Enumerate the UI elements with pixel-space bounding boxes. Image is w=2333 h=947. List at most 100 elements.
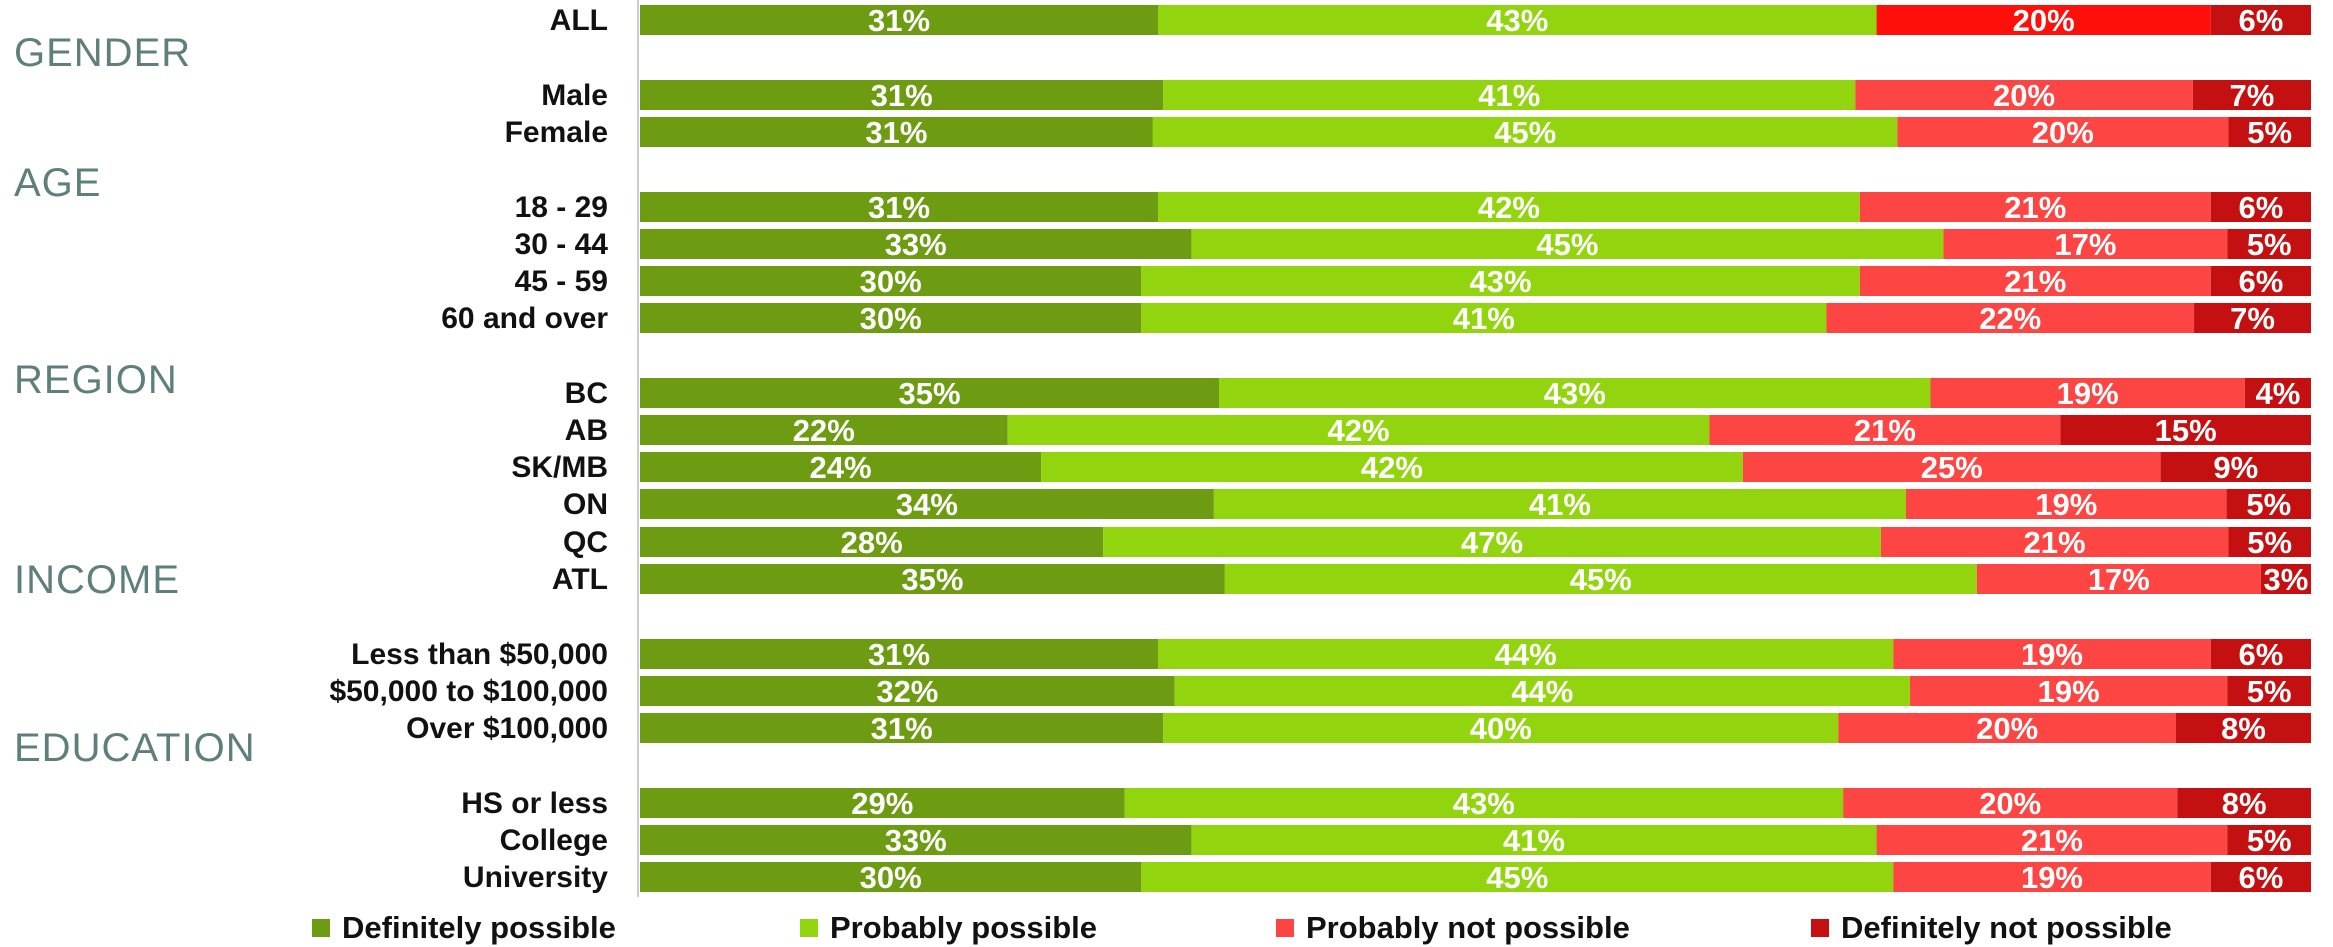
bar-segment-probably-not-possible: [1905, 489, 2227, 519]
data-label: 5%: [2247, 115, 2292, 150]
bar-row-atl: 35% 45% 17% 3%: [640, 562, 2311, 597]
bar-row-bc: 35% 43% 19% 4%: [640, 376, 2311, 411]
data-label: 43%: [1470, 264, 1532, 299]
bar-segment-definitely-not-possible: [2210, 192, 2311, 222]
data-label: 21%: [1854, 413, 1916, 448]
bar-segment-probably-not-possible: [1976, 564, 2261, 594]
bar-segment-definitely-possible: [640, 639, 1159, 669]
bar-segment-probably-not-possible: [1859, 192, 2211, 222]
data-label: 44%: [1495, 637, 1557, 672]
data-label: 8%: [2222, 786, 2267, 821]
row-label-atl: ATL: [552, 563, 608, 596]
legend: Definitely possible Probably possible Prob…: [312, 910, 2172, 945]
bar-segment-probably-possible: [1191, 229, 1944, 259]
row-label-ab: AB: [565, 414, 608, 447]
bar-segment-definitely-not-possible: [2175, 713, 2311, 743]
data-label: 42%: [1361, 450, 1423, 485]
bar-segment-probably-not-possible: [1880, 527, 2229, 557]
bar-segment-probably-possible: [1103, 527, 1881, 557]
row-label-over-100-000: Over $100,000: [406, 712, 608, 745]
bar-segment-definitely-not-possible: [2160, 452, 2311, 482]
bar-segment-definitely-not-possible: [2227, 825, 2311, 855]
bar-row-on: 34% 41% 19% 5%: [640, 487, 2311, 522]
bar-segment-definitely-possible: [640, 527, 1104, 557]
bar-segment-definitely-not-possible: [2177, 788, 2311, 818]
bar-segment-probably-not-possible: [1709, 415, 2061, 445]
bar-segment-definitely-possible: [640, 5, 1159, 35]
data-label: 4%: [2256, 376, 2301, 411]
data-label: 41%: [1453, 301, 1515, 336]
group-label-education: EDUCATION: [14, 726, 256, 770]
group-label-region: REGION: [14, 358, 178, 402]
bar-segment-probably-not-possible: [1893, 862, 2211, 892]
row-label-female: Female: [505, 116, 608, 149]
data-label: 19%: [2021, 860, 2083, 895]
data-label: 8%: [2221, 711, 2266, 746]
bar-segment-probably-not-possible: [1893, 639, 2211, 669]
legend-label: Definitely not possible: [1841, 910, 2172, 945]
row-label-sk-mb: SK/MB: [511, 451, 608, 484]
data-label: 31%: [871, 711, 933, 746]
bar-segment-definitely-not-possible: [2226, 489, 2311, 519]
legend-label: Probably not possible: [1306, 910, 1630, 945]
legend-swatch: [800, 919, 818, 937]
row-label-qc: QC: [563, 526, 608, 559]
bar-segment-probably-not-possible: [1897, 117, 2229, 147]
data-label: 31%: [868, 3, 930, 38]
data-label: 42%: [1328, 413, 1390, 448]
bar-segment-definitely-possible: [640, 117, 1153, 147]
data-label: 45%: [1536, 227, 1598, 262]
data-label: 21%: [2021, 823, 2083, 858]
bar-segment-definitely-possible: [640, 452, 1042, 482]
bar-segment-definitely-not-possible: [2060, 415, 2311, 445]
bar-segment-probably-not-possible: [1855, 80, 2193, 110]
data-label: 35%: [901, 562, 963, 597]
bar-segment-definitely-possible: [640, 266, 1142, 296]
data-label: 30%: [860, 860, 922, 895]
row-label-50-000-to-100-000: $50,000 to $100,000: [329, 675, 608, 708]
bar-segment-definitely-possible: [640, 564, 1225, 594]
bar-segment-probably-possible: [1163, 713, 1839, 743]
row-label-all: ALL: [550, 4, 608, 37]
bar-segment-definitely-possible: [640, 415, 1008, 445]
data-label: 15%: [2155, 413, 2217, 448]
bar-segment-definitely-possible: [640, 229, 1192, 259]
data-label: 43%: [1486, 3, 1548, 38]
data-label: 41%: [1529, 487, 1591, 522]
data-label: 7%: [2230, 78, 2275, 113]
data-label: 7%: [2230, 301, 2275, 336]
data-label: 41%: [1478, 78, 1540, 113]
data-label: 25%: [1921, 450, 1983, 485]
bar-row-sk-mb: 24% 42% 25% 9%: [640, 450, 2311, 485]
data-label: 43%: [1544, 376, 1606, 411]
data-label: 24%: [809, 450, 871, 485]
data-label: 35%: [899, 376, 961, 411]
data-label: 43%: [1453, 786, 1515, 821]
bar-segment-definitely-possible: [640, 192, 1159, 222]
bar-segment-definitely-possible: [640, 825, 1192, 855]
bar-segment-probably-possible: [1219, 378, 1931, 408]
bar-row-qc: 28% 47% 21% 5%: [640, 525, 2311, 560]
data-label: 19%: [2038, 674, 2100, 709]
data-label: 42%: [1478, 190, 1540, 225]
bar-row-less-than-50-000: 31% 44% 19% 6%: [640, 637, 2311, 672]
data-label: 6%: [2238, 637, 2283, 672]
data-label: 19%: [2035, 487, 2097, 522]
bar-segment-probably-possible: [1191, 825, 1877, 855]
data-label: 21%: [2004, 190, 2066, 225]
bar-segment-probably-possible: [1141, 266, 1860, 296]
data-label: 19%: [2057, 376, 2119, 411]
bar-row-ab: 22% 42% 21% 15%: [640, 413, 2311, 448]
legend-item-definitely-possible: Definitely possible: [312, 910, 616, 945]
data-label: 33%: [885, 823, 947, 858]
row-label-hs-or-less: HS or less: [461, 787, 608, 820]
group-label-gender: GENDER: [14, 31, 191, 75]
bar-row-30-44: 33% 45% 17% 5%: [640, 227, 2311, 262]
data-label: 22%: [793, 413, 855, 448]
row-labels: ALL Male Female 18 - 29 30 - 44 45 - 59 60 and…: [329, 4, 608, 894]
row-label-college: College: [500, 824, 608, 857]
bar-row-60-and-over: 30% 41% 22% 7%: [640, 301, 2311, 336]
data-label: 5%: [2246, 487, 2291, 522]
data-label: 20%: [2013, 3, 2075, 38]
